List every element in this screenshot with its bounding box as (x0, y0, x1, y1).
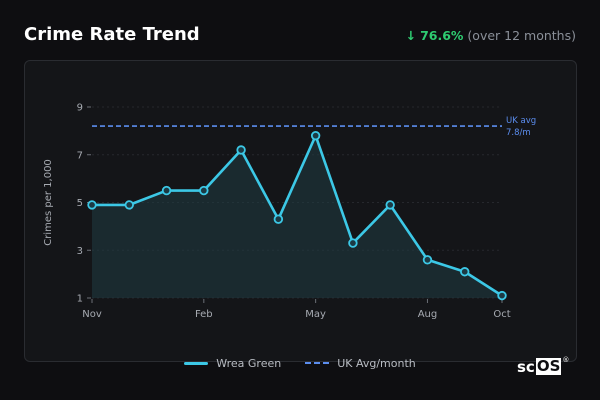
line-chart: 1 3 5 7 9 Nov Feb May Aug Oct Crimes per 1,000 U… (43, 103, 536, 321)
data-point[interactable] (124, 200, 134, 210)
series-line (92, 134, 503, 297)
y-axis-label: Crimes per 1,000 (43, 159, 54, 246)
data-point[interactable] (87, 200, 97, 210)
data-point[interactable] (497, 290, 507, 301)
legend-swatch-dashed (305, 362, 330, 364)
logo-prefix: sc (517, 358, 535, 376)
data-point[interactable] (460, 267, 470, 277)
brand-logo: sc OS ® (517, 356, 570, 376)
change-indicator: ↓ 76.6% (over 12 months) (406, 28, 576, 43)
legend: Wrea Green UK Avg/month (0, 355, 600, 371)
legend-label-reference: UK Avg/month (337, 356, 416, 370)
change-period: (over 12 months) (467, 28, 576, 43)
change-arrow-icon: ↓ (405, 28, 417, 43)
data-point[interactable] (348, 238, 358, 248)
legend-swatch-solid (184, 361, 209, 365)
y-tick-label: 1 (77, 294, 83, 305)
legend-item-series[interactable]: Wrea Green (184, 357, 281, 370)
logo-box: OS (535, 357, 562, 375)
reference-annotation-line2: 7.8/m (506, 128, 531, 138)
y-tick-label: 7 (77, 150, 83, 161)
reference-annotation-line1: UK avg (506, 116, 536, 126)
data-point[interactable] (199, 185, 209, 196)
x-tick-label: Nov (82, 309, 102, 320)
x-axis-ticks: Nov Feb May Aug Oct (82, 299, 511, 320)
data-point[interactable] (310, 130, 321, 141)
x-tick-label: Oct (493, 309, 510, 320)
series-points (87, 130, 507, 301)
y-tick-label: 5 (77, 198, 83, 209)
legend-item-reference[interactable]: UK Avg/month (305, 357, 416, 370)
y-axis-ticks: 1 3 5 7 9 (77, 103, 91, 305)
page-title: Crime Rate Trend (24, 24, 200, 45)
x-tick-label: Aug (418, 309, 438, 320)
series-area (92, 135, 502, 298)
y-tick-label: 3 (77, 246, 83, 257)
data-point[interactable] (273, 214, 284, 224)
chart-panel: 1 3 5 7 9 Nov Feb May Aug Oct Crimes per 1,000 U… (24, 60, 577, 362)
y-tick-label: 9 (77, 103, 83, 114)
registered-mark: ® (562, 356, 570, 364)
data-point[interactable] (385, 200, 395, 210)
x-tick-label: Feb (195, 309, 213, 320)
data-point[interactable] (422, 255, 433, 265)
legend-label-series: Wrea Green (216, 356, 282, 370)
x-tick-label: May (305, 309, 326, 320)
data-point[interactable] (161, 185, 172, 196)
change-value: 76.6% (420, 28, 464, 43)
data-point[interactable] (236, 145, 246, 155)
